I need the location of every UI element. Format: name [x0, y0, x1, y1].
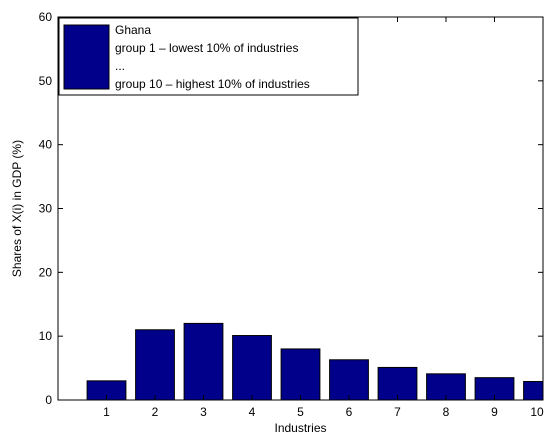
x-tick-label-1: 1: [103, 405, 110, 419]
legend-label-series: Ghana: [115, 23, 151, 37]
legend-label-highest: group 10 – highest 10% of industries: [115, 77, 310, 91]
x-tick-label-9: 9: [491, 405, 498, 419]
bars-group: [86, 322, 544, 401]
bar-6: [329, 359, 369, 401]
x-tick-label-3: 3: [200, 405, 207, 419]
x-axis: 1 2 3 4 5 6 7 8 9 10: [103, 17, 544, 419]
legend-label-lowest: group 1 – lowest 10% of industries: [115, 41, 298, 55]
legend-swatch: [63, 24, 110, 90]
bar-4: [232, 335, 272, 401]
bar-10: [523, 380, 544, 401]
x-axis-title: Industries: [274, 421, 326, 435]
bar-5: [280, 348, 321, 401]
x-tick-label-7: 7: [394, 405, 401, 419]
y-tick-label-10: 10: [39, 329, 53, 343]
y-axis: 0 10 20 30 40 50 60: [39, 10, 543, 407]
y-tick-label-20: 20: [39, 265, 53, 279]
y-axis-title: Shares of X(i) in GDP (%): [10, 140, 24, 277]
y-tick-label-0: 0: [45, 393, 52, 407]
y-tick-label-40: 40: [39, 138, 53, 152]
bar-2: [135, 329, 175, 401]
x-tick-label-4: 4: [249, 405, 256, 419]
legend: Ghana group 1 – lowest 10% of industries…: [58, 17, 359, 96]
x-tick-label-10: 10: [530, 405, 544, 419]
bar-7: [377, 366, 418, 401]
bar-3: [183, 322, 224, 401]
y-tick-label-60: 60: [39, 10, 53, 24]
y-tick-label-50: 50: [39, 74, 53, 88]
x-tick-label-2: 2: [152, 405, 159, 419]
legend-label-ellipsis: ...: [115, 59, 125, 73]
x-tick-label-6: 6: [346, 405, 353, 419]
x-tick-label-8: 8: [443, 405, 450, 419]
x-tick-label-5: 5: [297, 405, 304, 419]
y-tick-label-30: 30: [39, 202, 53, 216]
